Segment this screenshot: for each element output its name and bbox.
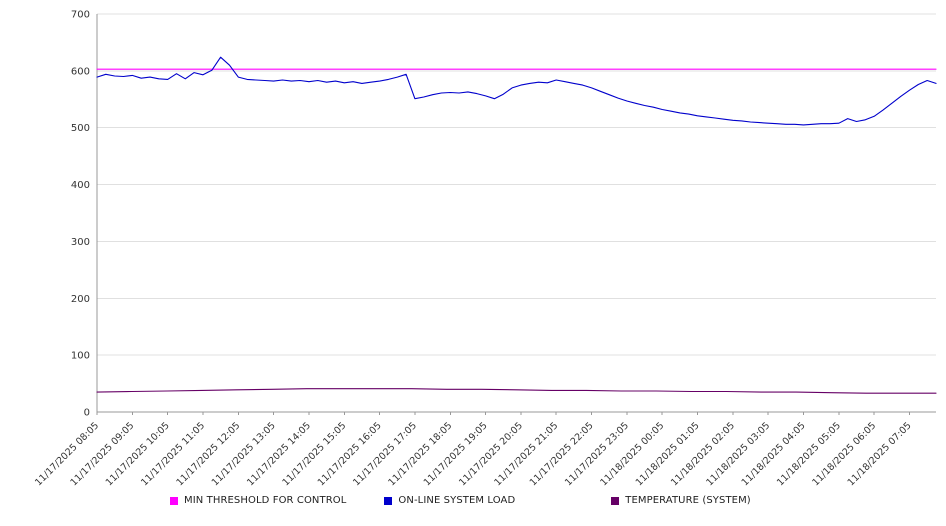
legend-label-system-load: ON-LINE SYSTEM LOAD <box>398 495 516 506</box>
x-axis-tick-label: 11/18/2025 03:05 <box>704 420 772 488</box>
legend-swatch-min-threshold <box>170 496 178 505</box>
x-axis-tick-label: 11/17/2025 23:05 <box>563 420 631 488</box>
x-axis-tick-label: 11/17/2025 15:05 <box>280 420 348 488</box>
y-axis-tick-label: 700 <box>71 10 90 21</box>
x-axis-tick-label: 11/17/2025 20:05 <box>457 420 525 488</box>
x-axis-tick-label: 11/17/2025 18:05 <box>386 420 454 488</box>
y-axis-tick-label: 100 <box>71 351 90 362</box>
legend-swatch-temperature <box>611 496 620 505</box>
y-axis-tick-label: 200 <box>71 294 90 305</box>
x-axis-tick-label: 11/17/2025 08:05 <box>33 420 101 488</box>
y-axis-tick-label: 600 <box>71 66 90 77</box>
legend-swatch-system-load <box>384 496 393 505</box>
chart-legend: MIN THRESHOLD FOR CONTROL ON-LINE SYSTEM… <box>0 495 946 506</box>
x-axis-tick-label: 11/18/2025 07:05 <box>846 420 914 488</box>
y-axis-tick-label: 400 <box>71 180 90 191</box>
legend-item-system-load: ON-LINE SYSTEM LOAD <box>384 495 515 506</box>
x-axis-tick-label: 11/17/2025 09:05 <box>68 420 136 488</box>
x-axis-tick-label: 11/18/2025 01:05 <box>634 420 702 488</box>
y-axis-tick-label: 300 <box>71 237 90 248</box>
x-axis-tick-label: 11/18/2025 06:05 <box>810 420 878 488</box>
x-axis-tick-label: 11/17/2025 14:05 <box>245 420 313 488</box>
x-axis-tick-label: 11/17/2025 10:05 <box>104 420 172 488</box>
x-axis-tick-label: 11/17/2025 16:05 <box>316 420 384 488</box>
x-axis-tick-label: 11/18/2025 02:05 <box>669 420 737 488</box>
x-axis-tick-label: 11/17/2025 19:05 <box>422 420 490 488</box>
x-axis-tick-label: 11/18/2025 04:05 <box>740 420 808 488</box>
series-line <box>96 56 937 126</box>
legend-label-temperature: TEMPERATURE (SYSTEM) <box>625 495 751 506</box>
legend-label-min-threshold: MIN THRESHOLD FOR CONTROL <box>184 495 347 506</box>
legend-item-min-threshold: MIN THRESHOLD FOR CONTROL <box>170 495 346 506</box>
series-line <box>96 388 937 394</box>
x-axis-tick-label: 11/17/2025 12:05 <box>174 420 242 488</box>
x-axis-tick-label: 11/18/2025 05:05 <box>775 420 843 488</box>
x-axis-tick-label: 11/17/2025 11:05 <box>139 420 207 488</box>
x-axis-tick-label: 11/18/2025 00:05 <box>598 420 666 488</box>
x-axis-tick-label: 11/17/2025 17:05 <box>351 420 419 488</box>
y-axis-tick-label: 500 <box>71 123 90 134</box>
y-axis-tick-label: 0 <box>84 408 90 419</box>
x-axis-tick-label: 11/17/2025 21:05 <box>492 420 560 488</box>
x-axis-tick-label: 11/17/2025 22:05 <box>528 420 596 488</box>
legend-item-temperature: TEMPERATURE (SYSTEM) <box>611 495 751 506</box>
x-axis-tick-label: 11/17/2025 13:05 <box>210 420 278 488</box>
